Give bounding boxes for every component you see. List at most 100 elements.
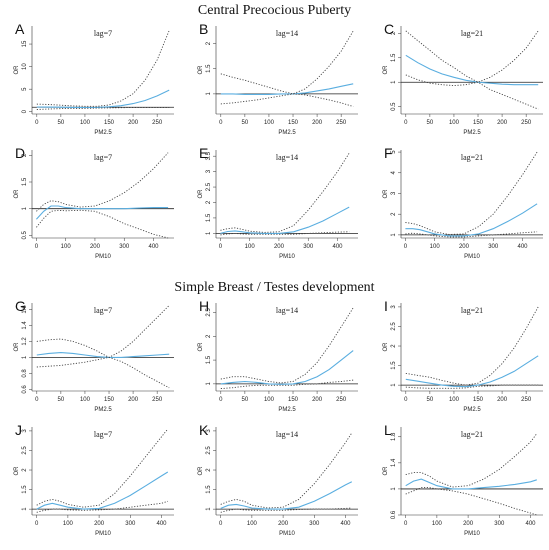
x-tick-label-d-2: 200 xyxy=(90,244,101,250)
x-tick-label-c-5: 250 xyxy=(521,120,532,126)
x-axis-label-g: PM2.5 xyxy=(94,407,112,413)
estimate-line-j xyxy=(36,471,169,510)
x-tick-label-c-3: 150 xyxy=(473,120,484,126)
x-tick-label-i-3: 150 xyxy=(473,397,484,403)
estimate-line-f xyxy=(405,203,538,237)
estimate-line-g xyxy=(36,352,170,358)
y-tick-label-e-2: 2 xyxy=(206,200,212,204)
upper-ci-line-h xyxy=(220,307,354,384)
y-tick-label-j-3: 2.5 xyxy=(22,446,28,455)
x-tick-label-a-5: 250 xyxy=(152,120,163,126)
y-tick-label-j-4: 3 xyxy=(22,429,28,433)
y-tick-label-k-0: 1 xyxy=(206,507,212,511)
panel-letter-d: D xyxy=(15,145,25,161)
x-tick-label-l-1: 100 xyxy=(432,521,443,527)
upper-ci-line-d xyxy=(36,152,169,212)
y-tick-label-e-5: 3.5 xyxy=(206,151,212,160)
x-tick-label-c-2: 100 xyxy=(449,120,460,126)
x-tick-label-h-3: 150 xyxy=(288,397,299,403)
x-tick-label-h-0: 0 xyxy=(219,397,223,403)
x-tick-label-b-4: 200 xyxy=(312,120,323,126)
estimate-line-a xyxy=(36,89,170,109)
y-tick-label-l-2: 1.4 xyxy=(391,458,397,467)
y-tick-label-e-1: 1.5 xyxy=(206,213,212,222)
y-tick-label-d-0: 0.5 xyxy=(22,231,28,240)
x-tick-label-g-5: 250 xyxy=(152,397,163,403)
lag-label-e: lag=14 xyxy=(276,153,298,162)
y-axis-label-d: OR xyxy=(14,189,20,199)
x-tick-label-l-0: 0 xyxy=(404,521,408,527)
x-axis-label-d: PM10 xyxy=(95,254,111,260)
y-tick-label-k-1: 1.5 xyxy=(206,485,212,494)
x-tick-label-a-2: 100 xyxy=(80,120,91,126)
lag-label-d: lag=7 xyxy=(94,153,112,162)
estimate-line-e xyxy=(220,206,350,234)
upper-ci-line-a xyxy=(36,30,170,107)
y-axis-label-b: OR xyxy=(198,65,204,75)
lower-ci-line-e xyxy=(220,231,350,236)
y-tick-label-g-0: 0.6 xyxy=(22,385,28,394)
x-tick-label-h-1: 50 xyxy=(242,397,249,403)
x-tick-label-i-1: 50 xyxy=(427,397,434,403)
y-tick-label-f-4: 5 xyxy=(391,150,397,154)
y-axis-label-l: OR xyxy=(383,466,389,476)
y-tick-label-h-1: 1.5 xyxy=(206,355,212,364)
upper-ci-line-e xyxy=(220,152,350,233)
x-tick-label-a-3: 150 xyxy=(104,120,115,126)
y-tick-label-e-0: 1 xyxy=(206,231,212,235)
x-tick-label-g-2: 100 xyxy=(80,397,91,403)
y-tick-label-l-1: 1 xyxy=(391,487,397,491)
y-tick-label-g-2: 1 xyxy=(22,355,28,359)
y-tick-label-c-2: 1.5 xyxy=(391,53,397,62)
lag-label-j: lag=7 xyxy=(94,430,112,439)
panel-letter-l: L xyxy=(384,422,392,438)
estimate-line-i xyxy=(405,355,539,388)
x-tick-label-k-3: 300 xyxy=(309,521,320,527)
y-tick-label-i-0: 1 xyxy=(391,383,397,387)
panel-letter-b: B xyxy=(199,21,208,37)
y-axis-label-h: OR xyxy=(198,342,204,352)
y-tick-label-f-3: 4 xyxy=(391,170,397,174)
y-tick-label-h-2: 2 xyxy=(206,334,212,338)
y-axis-label-f: OR xyxy=(383,189,389,199)
panel-letter-h: H xyxy=(199,298,209,314)
x-tick-label-l-4: 400 xyxy=(526,521,537,527)
x-axis-label-a: PM2.5 xyxy=(94,130,112,136)
y-tick-label-d-2: 1.5 xyxy=(22,177,28,186)
panel-letter-i: I xyxy=(384,298,388,314)
y-tick-label-g-4: 1.4 xyxy=(22,321,28,330)
upper-ci-line-j xyxy=(36,428,169,508)
upper-ci-line-l xyxy=(405,433,538,488)
lag-label-l: lag=21 xyxy=(461,430,483,439)
lower-ci-line-b xyxy=(220,93,354,107)
y-tick-label-d-1: 1 xyxy=(22,206,28,210)
x-tick-label-g-4: 200 xyxy=(128,397,139,403)
y-tick-label-a-2: 10 xyxy=(22,63,28,70)
y-axis-label-i: OR xyxy=(383,342,389,352)
y-tick-label-i-1: 1.5 xyxy=(391,361,397,370)
x-tick-label-a-1: 50 xyxy=(58,120,65,126)
section-title-sbt: Simple Breast / Testes development xyxy=(174,280,375,295)
panel-letter-c: C xyxy=(384,21,394,37)
x-tick-label-k-0: 0 xyxy=(219,521,223,527)
x-tick-label-b-5: 250 xyxy=(336,120,347,126)
y-tick-label-e-4: 3 xyxy=(206,169,212,173)
lower-ci-line-a xyxy=(36,107,170,110)
estimate-line-l xyxy=(405,478,537,490)
lag-label-f: lag=21 xyxy=(461,153,483,162)
y-tick-label-c-1: 1 xyxy=(391,80,397,84)
y-tick-label-g-5: 1.6 xyxy=(22,305,28,314)
y-tick-label-i-3: 2.5 xyxy=(391,322,397,331)
x-axis-label-b: PM2.5 xyxy=(278,130,296,136)
x-tick-label-e-4: 400 xyxy=(332,244,343,250)
y-axis-label-g: OR xyxy=(14,342,20,352)
y-tick-label-g-3: 1.2 xyxy=(22,337,28,346)
x-tick-label-g-1: 50 xyxy=(58,397,65,403)
x-tick-label-i-2: 100 xyxy=(449,397,460,403)
y-tick-label-k-2: 2 xyxy=(206,468,212,472)
x-tick-label-b-0: 0 xyxy=(219,120,223,126)
x-tick-label-h-4: 200 xyxy=(312,397,323,403)
panel-letter-k: K xyxy=(199,422,209,438)
x-tick-label-l-3: 300 xyxy=(494,521,505,527)
